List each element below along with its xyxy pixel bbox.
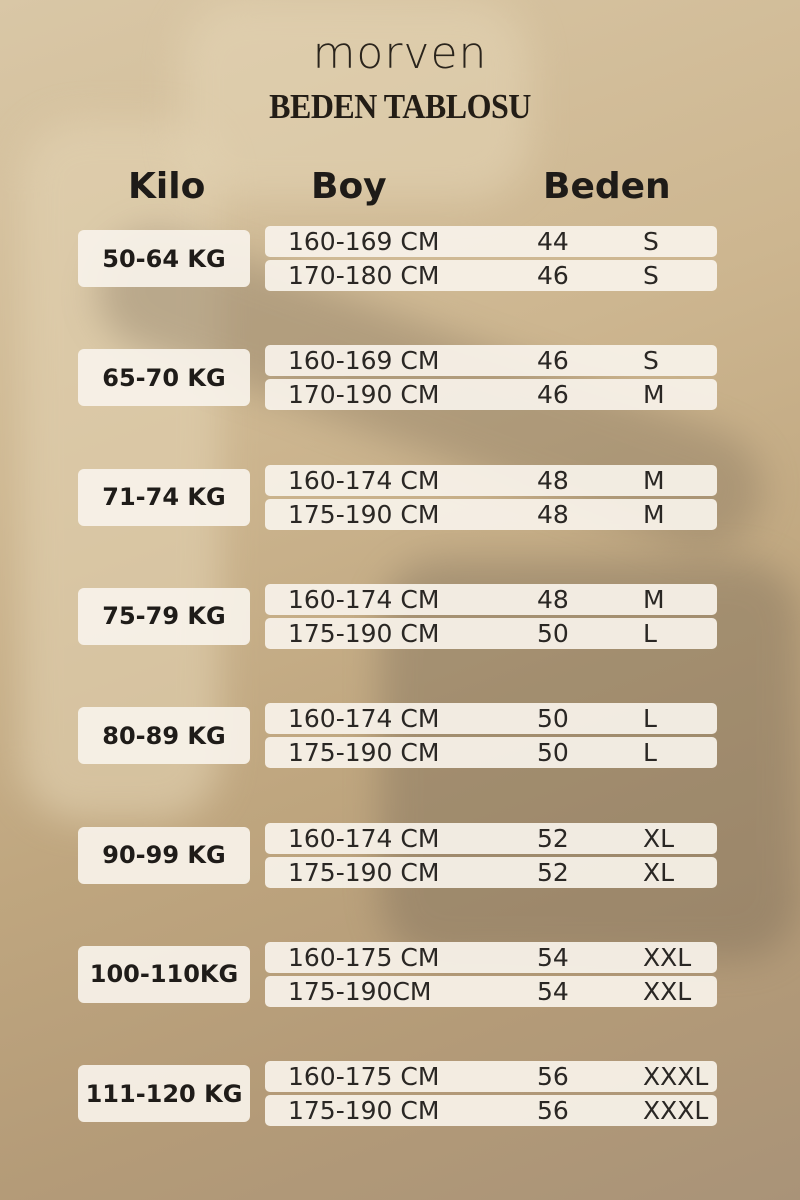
size-number: 52: [537, 857, 569, 887]
header-kilo: Kilo: [128, 166, 206, 207]
kilo-range: 71-74 KG: [78, 468, 250, 526]
height-range: 160-174 CM: [288, 465, 440, 495]
size-row: 160-174 CM 48 M: [265, 583, 717, 615]
size-letter: L: [643, 738, 657, 768]
size-number: 46: [537, 380, 569, 410]
size-letter: M: [643, 465, 665, 495]
height-range: 160-174 CM: [288, 584, 440, 614]
size-number: 50: [537, 704, 569, 734]
size-row: 160-174 CM 48 M: [265, 464, 717, 496]
size-group: 111-120 KG 160-175 CM 56 XXXL 175-190 CM…: [0, 1061, 800, 1127]
height-range: 175-190 CM: [288, 1096, 440, 1126]
height-range: 175-190 CM: [288, 618, 440, 648]
size-number: 48: [537, 584, 569, 614]
size-number: 54: [537, 976, 569, 1006]
size-row: 170-180 CM 46 S: [265, 260, 717, 291]
height-range: 160-169 CM: [288, 346, 440, 376]
size-row: 160-174 CM 50 L: [265, 703, 717, 735]
size-letter: M: [643, 499, 665, 529]
size-letter: S: [643, 261, 659, 290]
size-group: 65-70 KG 160-169 CM 46 S 170-190 CM 46 M: [0, 345, 800, 411]
kilo-range: 111-120 KG: [78, 1065, 250, 1123]
size-letter: S: [643, 227, 659, 256]
height-range: 175-190 CM: [288, 499, 440, 529]
page-title: BEDEN TABLOSU: [269, 86, 531, 126]
height-range: 160-174 CM: [288, 823, 440, 853]
size-number: 48: [537, 465, 569, 495]
size-row: 175-190 CM 48 M: [265, 498, 717, 530]
size-row: 175-190 CM 50 L: [265, 617, 717, 649]
kilo-range: 50-64 KG: [78, 230, 250, 287]
height-range: 170-190 CM: [288, 380, 440, 410]
size-letter: XXXL: [643, 1096, 709, 1126]
height-range: 175-190 CM: [288, 857, 440, 887]
brand-logo: morven: [312, 28, 488, 79]
height-range: 170-180 CM: [288, 261, 440, 290]
size-row: 160-175 CM 56 XXXL: [265, 1061, 717, 1093]
size-row: 160-169 CM 46 S: [265, 345, 717, 377]
kilo-range: 90-99 KG: [78, 826, 250, 884]
size-row: 175-190 CM 56 XXXL: [265, 1095, 717, 1127]
header-beden: Beden: [543, 166, 671, 207]
size-number: 44: [537, 227, 569, 256]
height-range: 175-190 CM: [288, 738, 440, 768]
size-row: 175-190 CM 50 L: [265, 737, 717, 769]
size-number: 56: [537, 1096, 569, 1126]
size-number: 46: [537, 346, 569, 376]
size-row: 170-190 CM 46 M: [265, 379, 717, 411]
size-group: 80-89 KG 160-174 CM 50 L 175-190 CM 50 L: [0, 703, 800, 769]
kilo-range: 65-70 KG: [78, 349, 250, 407]
size-row: 160-169 CM 44 S: [265, 226, 717, 257]
size-row: 175-190 CM 52 XL: [265, 856, 717, 888]
size-group: 50-64 KG 160-169 CM 44 S 170-180 CM 46 S: [0, 226, 800, 292]
size-row: 160-174 CM 52 XL: [265, 822, 717, 854]
kilo-range: 100-110KG: [78, 945, 250, 1003]
header-boy: Boy: [311, 166, 387, 207]
size-letter: XXL: [643, 976, 692, 1006]
size-group: 90-99 KG 160-174 CM 52 XL 175-190 CM 52 …: [0, 822, 800, 889]
size-number: 50: [537, 738, 569, 768]
kilo-range: 75-79 KG: [78, 587, 250, 645]
size-row: 160-175 CM 54 XXL: [265, 941, 717, 973]
size-letter: XXXL: [643, 1062, 709, 1092]
size-number: 48: [537, 499, 569, 529]
size-letter: M: [643, 584, 665, 614]
size-group: 100-110KG 160-175 CM 54 XXL 175-190CM 54…: [0, 941, 800, 1008]
size-number: 46: [537, 261, 569, 290]
size-number: 50: [537, 618, 569, 648]
height-range: 160-174 CM: [288, 704, 440, 734]
size-letter: L: [643, 704, 657, 734]
height-range: 160-175 CM: [288, 1062, 440, 1092]
size-letter: XL: [643, 857, 675, 887]
size-number: 54: [537, 942, 569, 972]
size-group: 75-79 KG 160-174 CM 48 M 175-190 CM 50 L: [0, 583, 800, 650]
height-range: 160-175 CM: [288, 942, 440, 972]
size-group: 71-74 KG 160-174 CM 48 M 175-190 CM 48 M: [0, 464, 800, 531]
size-letter: S: [643, 346, 659, 376]
size-letter: M: [643, 380, 665, 410]
size-letter: XL: [643, 823, 675, 853]
size-row: 175-190CM 54 XXL: [265, 975, 717, 1007]
height-range: 175-190CM: [288, 976, 432, 1006]
kilo-range: 80-89 KG: [78, 707, 250, 765]
size-number: 52: [537, 823, 569, 853]
size-letter: L: [643, 618, 657, 648]
size-letter: XXL: [643, 942, 692, 972]
height-range: 160-169 CM: [288, 227, 440, 256]
size-number: 56: [537, 1062, 569, 1092]
